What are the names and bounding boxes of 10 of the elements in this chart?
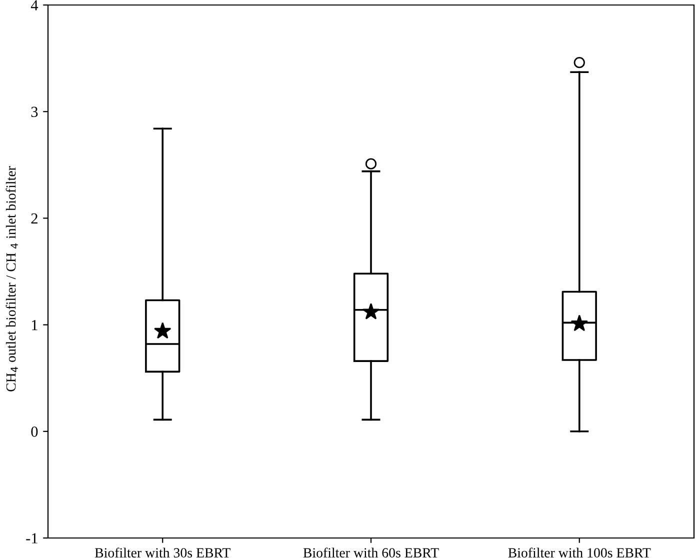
y-tick-label: 1 xyxy=(32,320,38,330)
y-tick-label: 3 xyxy=(31,106,38,118)
y-axis-title: CH$_{4}$ outlet biofilter / CH $_{4}$ inlet biofilter xyxy=(6,166,18,392)
x-tick-label: Biofilter with 30s EBRT xyxy=(94,548,230,558)
y-tick-label: 4 xyxy=(30,0,38,10)
x-tick-label: Biofilter with 60s EBRT xyxy=(303,548,439,558)
y-tick-label: -1 xyxy=(26,533,38,544)
y-tick-label: 2 xyxy=(31,213,38,224)
x-tick-label: Biofilter with 100s EBRT xyxy=(508,548,651,558)
y-tick-label: 0 xyxy=(31,426,38,437)
